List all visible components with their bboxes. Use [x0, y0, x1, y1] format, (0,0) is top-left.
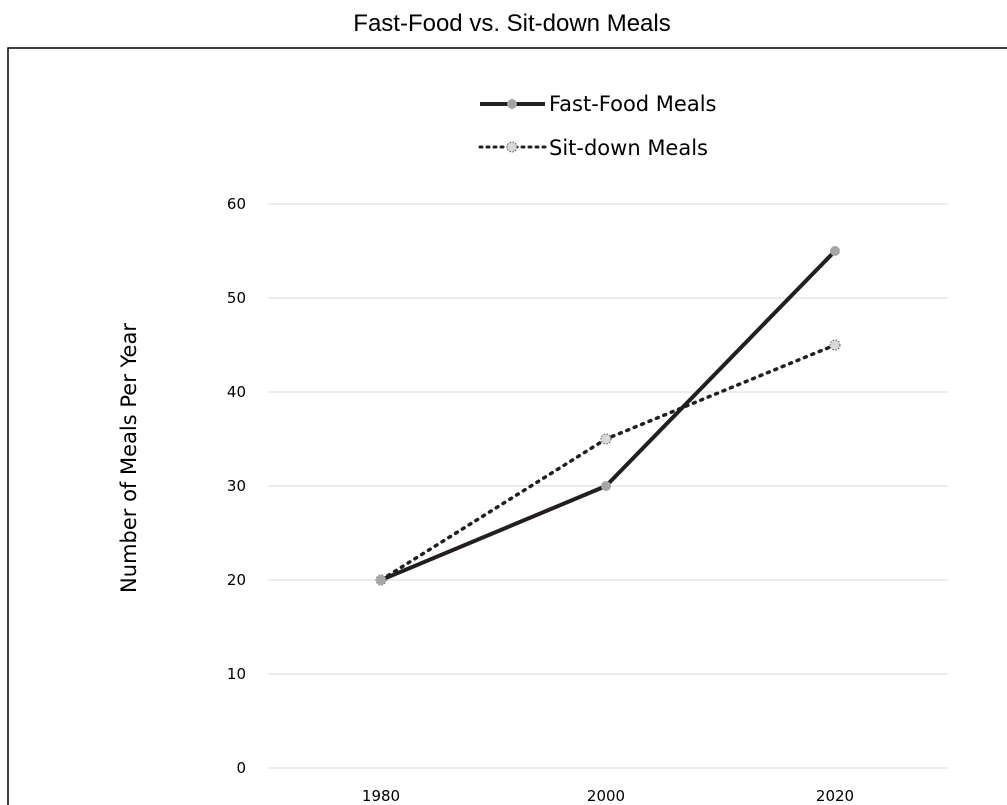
y-tick-label: 60	[227, 195, 246, 213]
legend-item-fast-food: Fast-Food Meals	[480, 92, 717, 116]
x-tick-labels: 1980 2000 2020	[362, 787, 854, 805]
y-axis-label: Number of Meals Per Year	[117, 323, 141, 593]
y-tick-label: 0	[236, 759, 246, 777]
legend: Fast-Food Meals Sit-down Meals	[480, 92, 717, 160]
data-point-fast-food-1980	[376, 575, 386, 585]
y-tick-label: 20	[227, 571, 246, 589]
data-point-sit-down-2000	[601, 434, 611, 444]
series-layer	[376, 246, 840, 585]
legend-swatch-sit-down-marker	[507, 142, 517, 152]
y-tick-label: 10	[227, 665, 246, 683]
series-line-sit-down	[381, 345, 835, 580]
y-tick-label: 30	[227, 477, 246, 495]
x-tick-label: 2020	[816, 787, 854, 805]
y-tick-label: 50	[227, 289, 246, 307]
legend-swatch-fast-food-marker	[507, 99, 517, 109]
y-tick-labels: 0 10 20 30 40 50 60	[227, 195, 246, 777]
legend-item-sit-down: Sit-down Meals	[480, 136, 708, 160]
data-point-fast-food-2020	[830, 246, 840, 256]
x-tick-label: 2000	[587, 787, 625, 805]
x-tick-label: 1980	[362, 787, 400, 805]
series-line-fast-food	[381, 251, 835, 580]
data-point-sit-down-2020	[830, 340, 840, 350]
legend-label-sit-down: Sit-down Meals	[549, 136, 708, 160]
chart-frame	[8, 48, 1007, 805]
data-point-fast-food-2000	[601, 481, 611, 491]
y-tick-label: 40	[227, 383, 246, 401]
chart-title: Fast-Food vs. Sit-down Meals	[353, 10, 670, 37]
legend-label-fast-food: Fast-Food Meals	[549, 92, 717, 116]
